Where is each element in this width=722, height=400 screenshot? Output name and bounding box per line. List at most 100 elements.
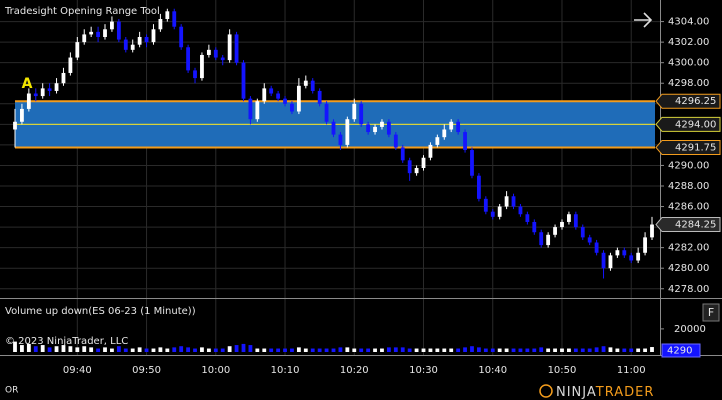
panel-button[interactable] [702, 303, 720, 322]
candle-body [227, 34, 232, 61]
volume-bar [303, 348, 308, 352]
volume-bar [33, 346, 38, 352]
candle-body [380, 121, 384, 127]
candle-body [172, 11, 177, 27]
candle-body [110, 21, 114, 30]
volume-bar [290, 348, 294, 352]
candle-body [130, 44, 135, 50]
candle-body [414, 168, 419, 174]
volume-bar [227, 346, 232, 352]
candle-body [483, 198, 488, 212]
candle-body [137, 36, 142, 45]
candle-body [497, 206, 502, 217]
volume-bar [539, 347, 544, 352]
volume-bar [518, 348, 523, 352]
y-tick-label: 4302.00 [668, 37, 709, 48]
candle-body [567, 214, 571, 222]
volume-bar [26, 343, 31, 352]
volume-bar [165, 348, 170, 352]
candle-body [103, 29, 107, 37]
forward-arrow[interactable] [634, 12, 653, 28]
volume-bar [206, 348, 211, 352]
chart-title: Tradesight Opening Range Tool [4, 6, 160, 17]
volume-bar [407, 348, 412, 352]
candle-body [283, 98, 287, 104]
volume-bar [366, 348, 371, 352]
volume-bar [504, 348, 509, 352]
logo-second: TRADER [595, 385, 655, 400]
x-tick-label: 10:20 [340, 365, 369, 376]
volume-bar [636, 348, 641, 352]
volume-bar [463, 347, 467, 352]
candle-body [26, 93, 31, 109]
y-tick-label: 4288.00 [668, 181, 709, 192]
candle-body [532, 221, 537, 233]
volume-bar [580, 348, 585, 352]
volume-bar [151, 348, 156, 352]
candle-body [206, 49, 211, 55]
mode-label: OR [5, 386, 18, 396]
arrow-icon[interactable] [634, 12, 653, 28]
volume-bar [470, 346, 474, 352]
candle-body [490, 211, 495, 217]
candle-body [560, 221, 564, 228]
candle-body [40, 88, 45, 97]
logo-icon [539, 384, 553, 398]
volume-bar [435, 348, 440, 352]
x-tick-label: 10:00 [201, 365, 230, 376]
candle-body [428, 144, 433, 158]
volume-bar [511, 348, 516, 352]
candle-body [594, 242, 599, 253]
candle-body [359, 103, 364, 125]
volume-bar [186, 347, 191, 352]
price-marker-label: 4294.00 [675, 119, 716, 130]
volume-bar [47, 347, 52, 352]
candle-body [310, 80, 315, 91]
candle-body [456, 121, 461, 133]
volume-bar [421, 348, 426, 352]
volume-bar [193, 348, 197, 352]
candle-body [269, 88, 274, 94]
range-annotation: A [22, 76, 33, 92]
volume-bar [449, 348, 454, 352]
price-marker-label: 4291.75 [675, 142, 716, 153]
candle-body [331, 121, 336, 135]
y-tick-label: 4298.00 [668, 78, 709, 89]
volume-bar [373, 348, 377, 352]
candle-body [303, 80, 308, 86]
candle-body [407, 160, 412, 174]
volume-bar [601, 346, 606, 352]
volume-bar [587, 348, 592, 352]
volume-bar [75, 347, 80, 352]
volume-bar [158, 347, 163, 352]
candle-body [144, 36, 149, 43]
candle-body [435, 137, 440, 145]
volume-bar [386, 347, 391, 352]
candle-body [587, 237, 592, 243]
candle-body [525, 214, 530, 222]
volume-bar [220, 348, 225, 352]
candle-body [629, 255, 634, 261]
volume-bar [248, 345, 253, 352]
candle-body [248, 98, 253, 120]
volume-bar [608, 347, 613, 352]
candle-body [352, 103, 357, 120]
volume-bar [276, 348, 281, 352]
candle-body [89, 31, 94, 35]
volume-bar [234, 345, 239, 352]
x-tick-label: 11:00 [617, 365, 646, 376]
price-marker-box [655, 116, 721, 132]
price-marker-label: 4284.25 [675, 220, 716, 231]
volume-bar [629, 348, 634, 352]
panel-button-label[interactable]: F [708, 306, 714, 319]
candle-body [476, 175, 481, 199]
candle-body [470, 150, 474, 176]
candle-body [373, 126, 377, 133]
candle-body [82, 34, 87, 43]
volume-bar [525, 348, 530, 352]
volume-marker-box [661, 343, 701, 358]
y-tick-label: 4280.00 [668, 263, 709, 274]
candle-body [504, 196, 509, 207]
candle-body [636, 252, 641, 261]
